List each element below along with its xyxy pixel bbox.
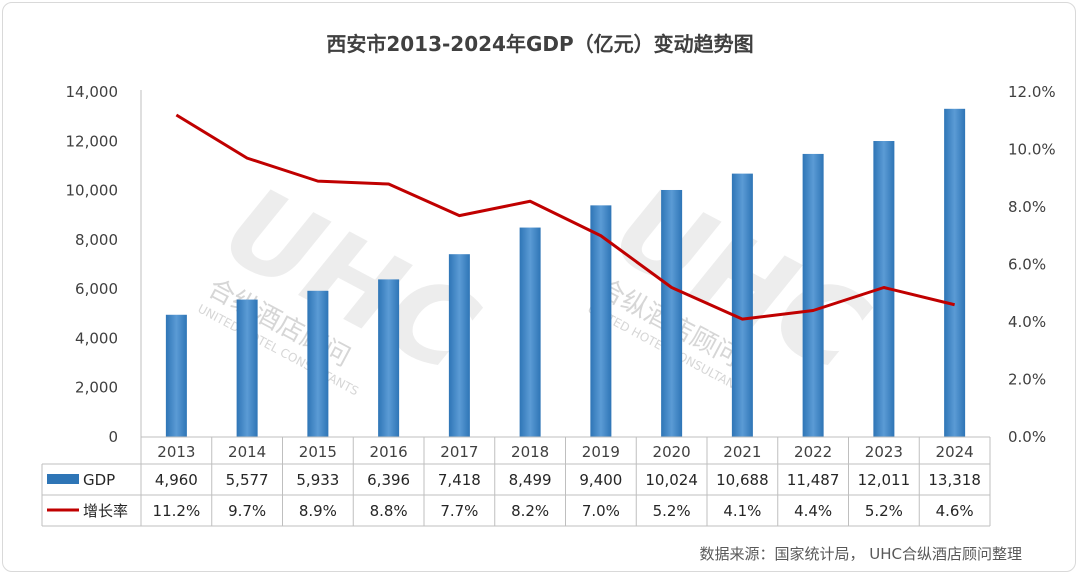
y-tick-label: 10,000 (66, 182, 119, 200)
growth-rate-line (175, 113, 955, 321)
y2-tick-label: 8.0% (1008, 198, 1046, 216)
y-tick-label: 12,000 (66, 132, 119, 150)
gdp-bar (590, 205, 612, 437)
y2-tick-label: 0.0% (1008, 428, 1046, 446)
y2-tick-label: 4.0% (1008, 313, 1046, 331)
growth-value-cell: 5.2% (865, 502, 903, 520)
gdp-value-cell: 7,418 (438, 471, 481, 489)
y-tick-label: 0 (108, 428, 118, 446)
legend-gdp-label: GDP (83, 471, 115, 489)
chart-title: 西安市2013-2024年GDP（亿元）变动趋势图 (326, 32, 754, 56)
gdp-value-cell: 6,396 (367, 471, 410, 489)
y-tick-label: 14,000 (66, 83, 119, 101)
x-category-label: 2018 (511, 443, 549, 461)
gdp-value-cell: 5,577 (226, 471, 269, 489)
gdp-bar (448, 254, 470, 437)
gdp-bar (165, 314, 187, 437)
source-note: 数据来源：国家统计局， UHC合纵酒店顾问整理 (699, 545, 1022, 563)
x-category-label: 2019 (582, 443, 620, 461)
y2-tick-label: 10.0% (1008, 141, 1056, 159)
gdp-value-cell: 11,487 (787, 471, 840, 489)
gdp-value-cell: 10,024 (645, 471, 698, 489)
x-category-label: 2020 (653, 443, 691, 461)
x-category-label: 2021 (723, 443, 761, 461)
x-category-label: 2024 (936, 443, 974, 461)
x-category-label: 2017 (440, 443, 478, 461)
growth-value-cell: 5.2% (653, 502, 691, 520)
gdp-value-cell: 5,933 (296, 471, 339, 489)
y-tick-label: 8,000 (75, 231, 118, 249)
gdp-bar (378, 279, 400, 437)
x-category-label: 2015 (299, 443, 337, 461)
gdp-bar (519, 227, 541, 437)
data-table: 2013 2014 2015 2016 2017 2018 2019 2020 2021 2022… (41, 436, 991, 527)
gdp-bar (307, 290, 329, 437)
gdp-bar (236, 299, 258, 437)
legend-gdp-swatch (47, 474, 79, 484)
gdp-value-cell: 13,318 (928, 471, 981, 489)
growth-value-cell: 8.2% (511, 502, 549, 520)
gdp-bar (661, 189, 683, 437)
growth-value-cell: 8.8% (370, 502, 408, 520)
gdp-value-cell: 8,499 (509, 471, 552, 489)
x-category-label: 2013 (157, 443, 195, 461)
gdp-value-cell: 9,400 (579, 471, 622, 489)
growth-value-cell: 4.6% (936, 502, 974, 520)
gdp-value-cell: 10,688 (716, 471, 769, 489)
gdp-value-cell: 4,960 (155, 471, 198, 489)
growth-value-cell: 8.9% (299, 502, 337, 520)
y2-tick-label: 2.0% (1008, 371, 1046, 389)
growth-value-cell: 4.1% (723, 502, 761, 520)
gdp-bars (165, 108, 966, 438)
growth-value-cell: 7.7% (440, 502, 478, 520)
growth-value-cell: 11.2% (153, 502, 201, 520)
gdp-bar (731, 173, 753, 438)
gdp-bar (802, 153, 824, 438)
x-category-label: 2014 (228, 443, 266, 461)
y-tick-label: 2,000 (75, 379, 118, 397)
x-category-label: 2023 (865, 443, 903, 461)
growth-value-cell: 4.4% (794, 502, 832, 520)
growth-value-cell: 9.7% (228, 502, 266, 520)
growth-line (175, 113, 955, 321)
legend-growth-label: 增长率 (83, 502, 128, 520)
gdp-value-cell: 12,011 (858, 471, 911, 489)
gdp-bar (944, 108, 966, 437)
growth-value-cell: 7.0% (582, 502, 620, 520)
y-tick-label: 6,000 (75, 280, 118, 298)
y2-tick-label: 12.0% (1008, 83, 1056, 101)
x-category-label: 2016 (370, 443, 408, 461)
y2-tick-label: 6.0% (1008, 256, 1046, 274)
y-tick-label: 4,000 (75, 329, 118, 347)
chart-axes: 0 2,000 4,000 6,000 8,000 10,000 12,000 14,000 0… (66, 83, 1056, 446)
x-category-label: 2022 (794, 443, 832, 461)
